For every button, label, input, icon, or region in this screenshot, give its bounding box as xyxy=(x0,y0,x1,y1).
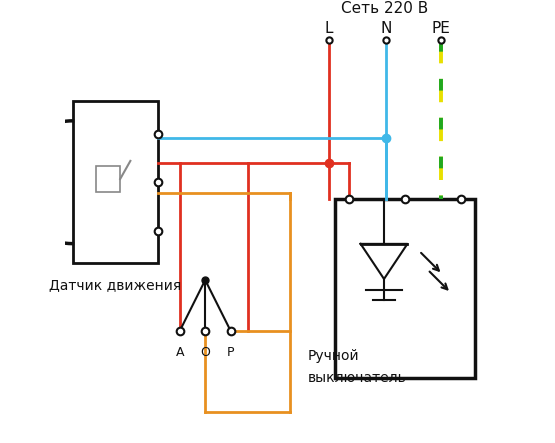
Text: A: A xyxy=(175,346,184,359)
Text: L: L xyxy=(324,20,333,35)
Text: O: O xyxy=(200,346,210,359)
Bar xyxy=(73,101,158,263)
Text: P: P xyxy=(227,346,234,359)
Bar xyxy=(335,199,475,378)
Text: Датчик движения: Датчик движения xyxy=(49,278,181,292)
Text: выключатель: выключатель xyxy=(307,371,406,385)
Text: N: N xyxy=(380,20,392,35)
Text: Сеть 220 В: Сеть 220 В xyxy=(341,1,428,16)
Text: Ручной: Ручной xyxy=(307,349,359,363)
Bar xyxy=(97,166,120,192)
Text: PE: PE xyxy=(432,20,451,35)
